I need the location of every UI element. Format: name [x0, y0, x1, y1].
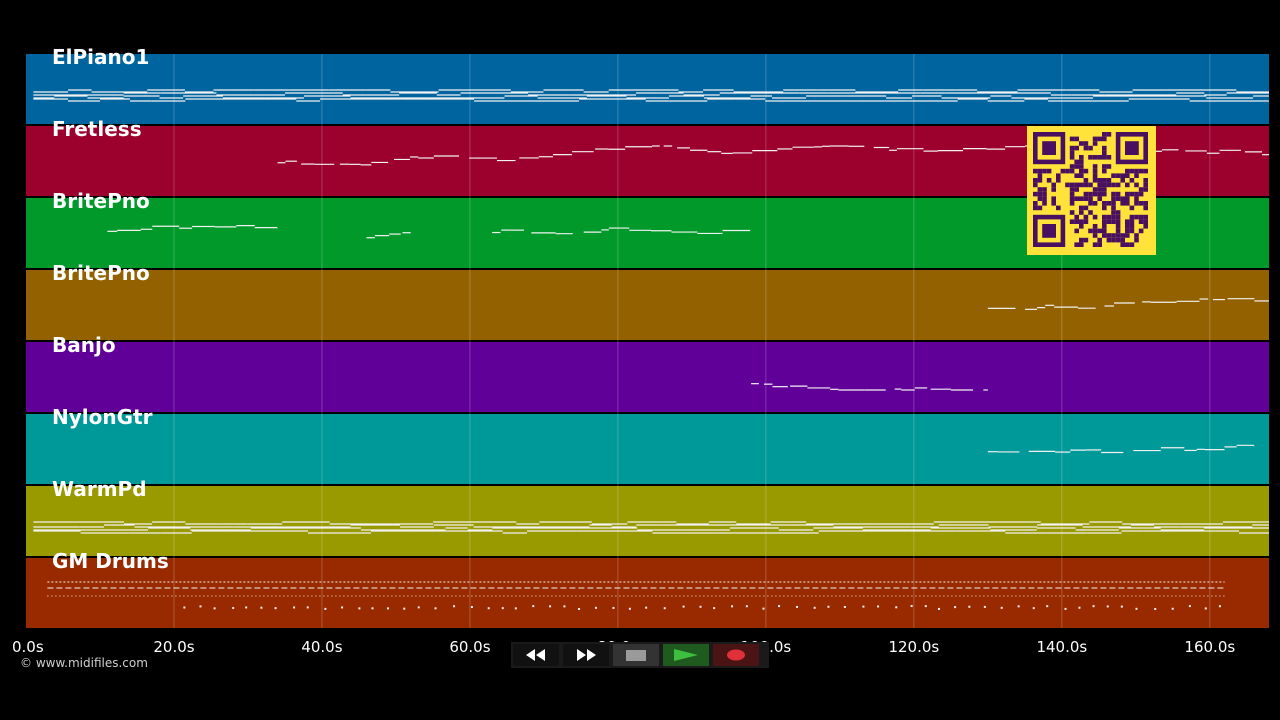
time-tick-label: 120.0s [888, 638, 940, 656]
track-name: BritePno [52, 261, 150, 285]
track-notes [987, 298, 1269, 310]
transport-controls [511, 642, 769, 668]
track-notes [33, 521, 1269, 534]
track-lane: WarmPd [26, 478, 1269, 556]
track-name: WarmPd [52, 477, 147, 501]
play-button[interactable] [663, 644, 709, 666]
rewind-icon [526, 649, 545, 661]
track-notes [33, 89, 1269, 102]
track-name: Fretless [52, 117, 142, 141]
fast-forward-button[interactable] [563, 644, 609, 666]
rewind-button[interactable] [513, 644, 559, 666]
time-tick-label: 140.0s [1036, 638, 1088, 656]
time-tick-label: 40.0s [301, 638, 343, 656]
stop-icon [626, 650, 646, 661]
time-tick-label: 160.0s [1184, 638, 1236, 656]
track-name: GM Drums [52, 549, 169, 573]
record-icon [727, 649, 745, 661]
track-name: BritePno [52, 189, 150, 213]
qr-code-icon [1027, 126, 1156, 255]
time-tick-label: 0.0s [12, 638, 44, 656]
fast-forward-icon [577, 649, 596, 661]
track-lane: NylonGtr [26, 406, 1269, 484]
play-icon [674, 649, 698, 661]
track-notes [277, 145, 1269, 166]
record-button[interactable] [713, 644, 759, 666]
stop-button[interactable] [613, 644, 659, 666]
track-lane: BritePno [26, 262, 1269, 340]
track-name: Banjo [52, 333, 116, 357]
track-lane: ElPiano1 [26, 46, 1269, 124]
track-notes [107, 225, 751, 239]
track-notes [751, 383, 988, 391]
time-tick-label: 20.0s [153, 638, 195, 656]
track-name: ElPiano1 [52, 45, 150, 69]
copyright-text: © www.midifiles.com [20, 656, 148, 670]
track-lane: Banjo [26, 334, 1269, 412]
track-notes [987, 444, 1255, 454]
time-tick-label: 60.0s [449, 638, 491, 656]
track-name: NylonGtr [52, 405, 153, 429]
track-lanes: ElPiano1 Fretless BritePno BritePno Banjo Nyl… [26, 46, 1269, 628]
track-lane: GM Drums [26, 550, 1269, 628]
track-notes [47, 581, 1225, 610]
